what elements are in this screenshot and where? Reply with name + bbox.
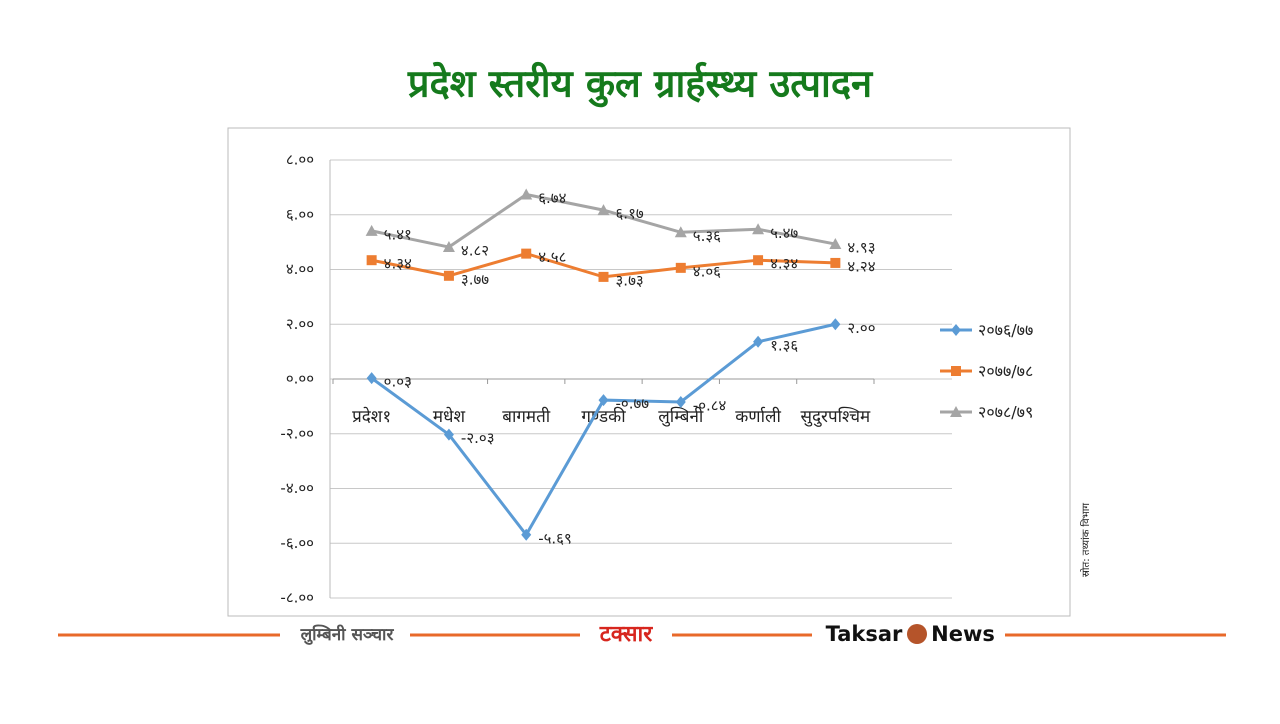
point [442, 241, 455, 253]
data-label: ४.३४ [384, 255, 412, 273]
footer-brand: News [931, 622, 995, 646]
x-tick-label: कर्णाली [735, 406, 781, 427]
legend-label: २०७७/७८ [978, 362, 1033, 381]
data-label: ३.७७ [461, 270, 489, 288]
point [674, 226, 687, 238]
data-label: ६.७४ [538, 189, 566, 207]
y-tick-label: ४.०० [286, 260, 314, 278]
point [366, 372, 377, 385]
data-label: ४.८२ [461, 242, 489, 260]
data-label: १.३६ [770, 336, 798, 354]
chart-frame [227, 127, 1071, 617]
data-label: ४.९३ [847, 239, 875, 257]
data-label: २.०० [847, 319, 875, 337]
data-label: -२.०३ [461, 429, 495, 447]
x-tick-label: लुम्बिनी [658, 406, 704, 427]
point [951, 324, 961, 336]
data-label: -०.७७ [616, 395, 650, 413]
x-tick-label: सुदुरपश्चिम [800, 406, 871, 427]
data-label: ०.०३ [384, 373, 412, 391]
data-label: -५.६९ [538, 529, 572, 547]
x-tick-label: बागमती [502, 406, 551, 427]
data-label: ५.४१ [384, 225, 412, 243]
legend-label: २०७६/७७ [978, 321, 1033, 340]
point [597, 204, 610, 216]
y-tick-label: -८.०० [280, 589, 314, 607]
y-tick-label: ६.०० [286, 205, 314, 223]
footer-brand: लुम्बिनी सञ्चार [300, 624, 395, 645]
point [365, 224, 378, 236]
data-label: ५.३६ [693, 227, 721, 245]
point [521, 528, 532, 541]
x-tick-label: मधेश [433, 406, 466, 427]
data-label: -०.८४ [693, 396, 727, 414]
legend-label: २०७८/७९ [978, 403, 1033, 422]
point [753, 335, 764, 348]
y-tick-label: ८.०० [286, 151, 314, 169]
data-label: ४.२४ [847, 257, 875, 275]
chart-title: प्रदेश स्तरीय कुल ग्रार्हस्थ्य उत्पादन [407, 62, 874, 108]
x-tick-label: प्रदेश१ [352, 406, 391, 427]
point [752, 223, 765, 235]
source-note: स्रोत: तथ्यांक विभाग [1080, 503, 1092, 577]
data-label: ४.५८ [538, 248, 566, 266]
point [521, 248, 532, 259]
point [443, 428, 454, 441]
point [830, 318, 841, 331]
data-label: ४.३४ [770, 255, 798, 273]
footer-brand: टक्सार [599, 622, 654, 647]
point [829, 238, 842, 250]
point [598, 271, 609, 282]
point [443, 270, 454, 281]
footer-logo [907, 624, 927, 644]
data-label: ५.४७ [770, 224, 798, 242]
point [675, 262, 686, 273]
data-label: ४.०६ [693, 262, 721, 280]
y-tick-label: -६.०० [280, 534, 314, 552]
point [951, 366, 961, 376]
y-tick-label: -२.०० [280, 424, 314, 442]
point [366, 255, 377, 266]
point [753, 255, 764, 266]
footer-brand: Taksar [826, 622, 903, 646]
point [830, 257, 841, 268]
y-tick-label: २.०० [286, 315, 314, 333]
data-label: ३.७३ [616, 271, 644, 289]
y-tick-label: ०.०० [286, 370, 314, 388]
point [520, 188, 533, 200]
point [950, 406, 962, 417]
y-tick-label: -४.०० [280, 479, 314, 497]
data-label: ६.१७ [616, 205, 644, 223]
point [598, 394, 609, 407]
point [675, 395, 686, 408]
